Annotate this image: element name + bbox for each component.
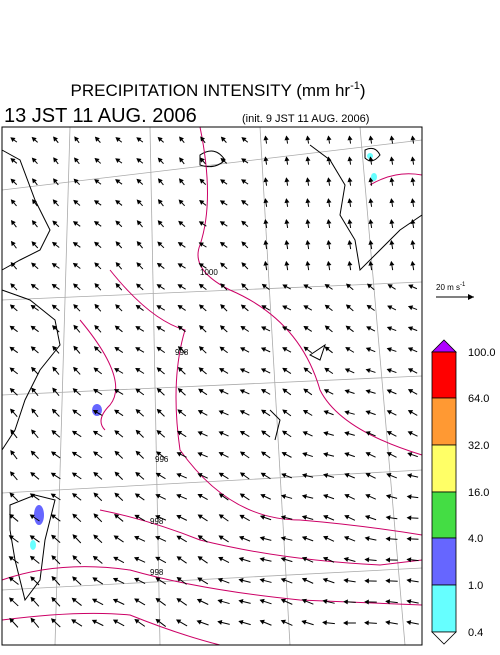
colorbar-label: 100.0	[468, 347, 496, 359]
colorbar	[432, 340, 456, 644]
isobar-label: 998	[175, 348, 189, 357]
wind-scale-label: 20 m s-1	[436, 282, 466, 292]
map: 1000 998 996 998 998	[2, 127, 422, 645]
isobar-label: 1000	[200, 268, 218, 277]
colorbar-label: 4.0	[468, 533, 483, 545]
colorbar-label: 64.0	[468, 393, 489, 405]
colorbar-label: 32.0	[468, 440, 489, 452]
isobar-label: 998	[150, 517, 164, 526]
wind-scale: 20 m s-1	[436, 282, 474, 300]
title: PRECIPITATION INTENSITY (mm hr-1)	[70, 80, 365, 100]
isobar-label: 996	[155, 455, 169, 464]
init-time: (init. 9 JST 11 AUG. 2006)	[242, 113, 369, 125]
colorbar-label: 1.0	[468, 580, 483, 592]
colorbar-label: 0.4	[468, 627, 483, 639]
colorbar-label: 16.0	[468, 487, 489, 499]
isobar-label: 998	[150, 568, 164, 577]
valid-time: 13 JST 11 AUG. 2006	[4, 105, 197, 127]
